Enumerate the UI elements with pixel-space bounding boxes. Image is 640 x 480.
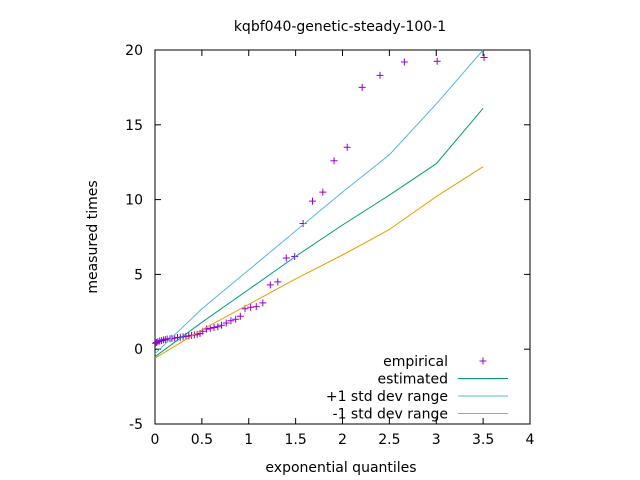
- y-tick-label: 10: [125, 193, 143, 209]
- x-tick-label: 3.5: [472, 432, 494, 448]
- data-point: [247, 303, 255, 311]
- data-point: [376, 71, 384, 79]
- chart-title: kqbf040-genetic-steady-100-1: [234, 19, 446, 35]
- data-point: [400, 58, 408, 66]
- data-point: [232, 315, 240, 323]
- y-tick-label: 20: [125, 43, 143, 59]
- data-point: [210, 324, 218, 332]
- series-points-empirical: [151, 53, 488, 347]
- data-point: [358, 83, 366, 91]
- data-point: [266, 281, 274, 289]
- plot-area: 0 0.5 1 1.5 2 2.5 3 3.5 4 -5 0 5 10 15 20: [125, 43, 534, 448]
- x-axis-label: exponential quantiles: [265, 460, 416, 476]
- y-axis-label: measured times: [85, 180, 101, 293]
- series-line-estimated: [154, 107, 484, 358]
- data-point: [252, 303, 260, 311]
- x-tick-label: 2: [338, 432, 347, 448]
- data-point: [282, 254, 290, 262]
- y-tick-label: 5: [134, 267, 143, 283]
- data-point: [330, 157, 338, 165]
- y-tick-label: 0: [134, 342, 143, 358]
- data-point: [222, 319, 230, 327]
- x-tick-label: 3: [432, 432, 441, 448]
- data-point: [259, 299, 267, 307]
- data-point: [319, 188, 327, 196]
- legend-label-1-std-dev-range: -1 std dev range: [333, 407, 448, 423]
- legend: empirical estimated+1 std dev range -1 std…: [326, 354, 508, 423]
- data-point: [158, 337, 166, 345]
- x-tick-label: 2.5: [378, 432, 400, 448]
- y-tick-label: 15: [125, 118, 143, 134]
- data-point: [218, 321, 226, 329]
- data-point: [343, 143, 351, 151]
- data-point: [152, 338, 160, 346]
- series-line-1-std-dev-range: [154, 166, 484, 359]
- data-point: [236, 312, 244, 320]
- legend-swatch-empirical: [479, 357, 487, 365]
- data-point: [309, 197, 316, 205]
- x-tick-label: 1: [244, 432, 253, 448]
- data-point: [214, 323, 222, 331]
- x-tick-label: 4: [526, 432, 535, 448]
- legend-label-empirical: empirical: [383, 354, 448, 370]
- plot-border: [154, 49, 531, 425]
- legend-label-estimated: estimated: [378, 372, 449, 388]
- x-tick-label: 0: [151, 432, 160, 448]
- series-line-1-std-dev-range: [154, 49, 484, 355]
- data-point: [274, 278, 282, 286]
- data-point: [227, 317, 235, 325]
- y-tick-label: -5: [129, 417, 143, 433]
- data-point: [433, 57, 441, 65]
- legend-label-1-std-dev-range: +1 std dev range: [326, 389, 448, 405]
- data-point: [206, 324, 214, 332]
- x-tick-label: 1.5: [284, 432, 306, 448]
- data-point: [299, 220, 307, 228]
- data-point: [480, 53, 488, 61]
- x-tick-label: 0.5: [191, 432, 213, 448]
